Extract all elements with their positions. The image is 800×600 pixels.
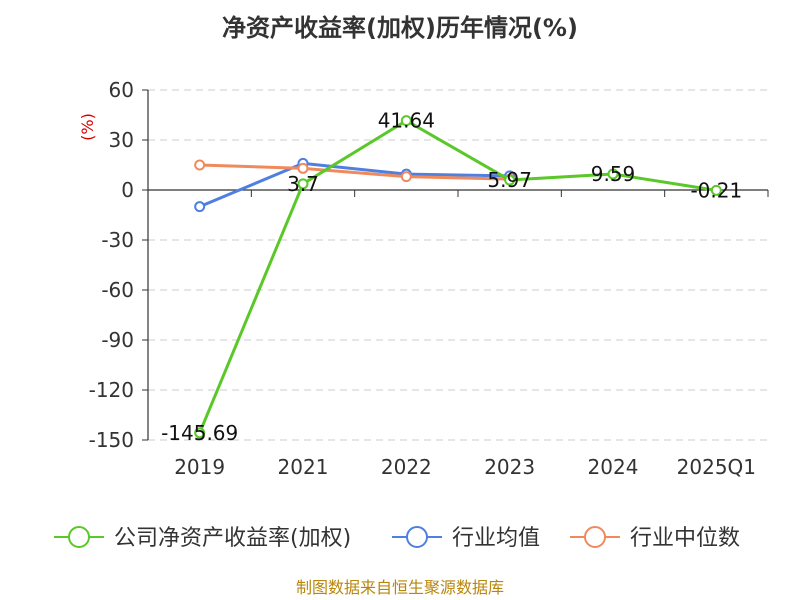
series-point (400, 115, 412, 127)
x-tick-label: 2024 (588, 455, 639, 479)
series-point (297, 178, 309, 190)
series-lines (194, 115, 722, 439)
x-tick-label: 2022 (381, 455, 432, 479)
series-point (297, 162, 309, 174)
series-point (400, 171, 412, 183)
y-tick-label: -150 (89, 428, 134, 452)
legend-swatch-marker (584, 526, 606, 548)
source-note: 制图数据来自恒生聚源数据库 (296, 578, 504, 597)
data-label: 41.64 (378, 109, 435, 133)
y-tick-label: -90 (101, 328, 134, 352)
y-tick-label: -30 (101, 228, 134, 252)
legend-label: 行业均值 (452, 526, 540, 551)
x-tick-label: 2019 (174, 455, 225, 479)
chart-title: 净资产收益率(加权)历年情况(%) (222, 14, 578, 42)
data-labels: -145.69 3.7 41.64 5.97 9.59 -0.21 (161, 109, 742, 445)
series-line (198, 119, 717, 434)
series-line (199, 161, 510, 209)
legend-swatch-marker (68, 526, 90, 548)
y-tick-label: -60 (101, 278, 134, 302)
data-label: 9.59 (591, 162, 636, 186)
y-tick-label: 30 (109, 128, 134, 152)
data-label: 5.97 (487, 168, 532, 192)
x-tick-label: 2023 (484, 455, 535, 479)
series-point (194, 427, 206, 439)
x-tick-label: 2021 (278, 455, 329, 479)
grid-lines (148, 89, 768, 441)
data-label: -0.21 (690, 178, 742, 202)
series-point (607, 168, 619, 180)
series-point (504, 174, 516, 186)
y-tick-label: 0 (121, 178, 134, 202)
y-tick-label: 60 (109, 78, 134, 102)
legend-label: 公司净资产收益率(加权) (114, 526, 351, 551)
data-label: -145.69 (161, 421, 238, 445)
x-tick-label: 2025Q1 (677, 455, 756, 479)
legend-swatch-marker (406, 526, 428, 548)
data-label: 3.7 (287, 172, 319, 196)
y-tick-label: -120 (89, 378, 134, 402)
series-point (194, 201, 206, 213)
axes: 60 30 0 -30 -60 -90 -120 -150 2019 2021 2022 2023 20… (89, 78, 769, 479)
y-axis-unit-label: (%) (78, 113, 97, 141)
series-point (710, 184, 722, 196)
legend: 公司净资产收益率(加权) 行业均值 行业中位数 (54, 526, 740, 551)
series-point (194, 159, 206, 171)
legend-label: 行业中位数 (630, 526, 740, 551)
series-line (199, 163, 510, 181)
